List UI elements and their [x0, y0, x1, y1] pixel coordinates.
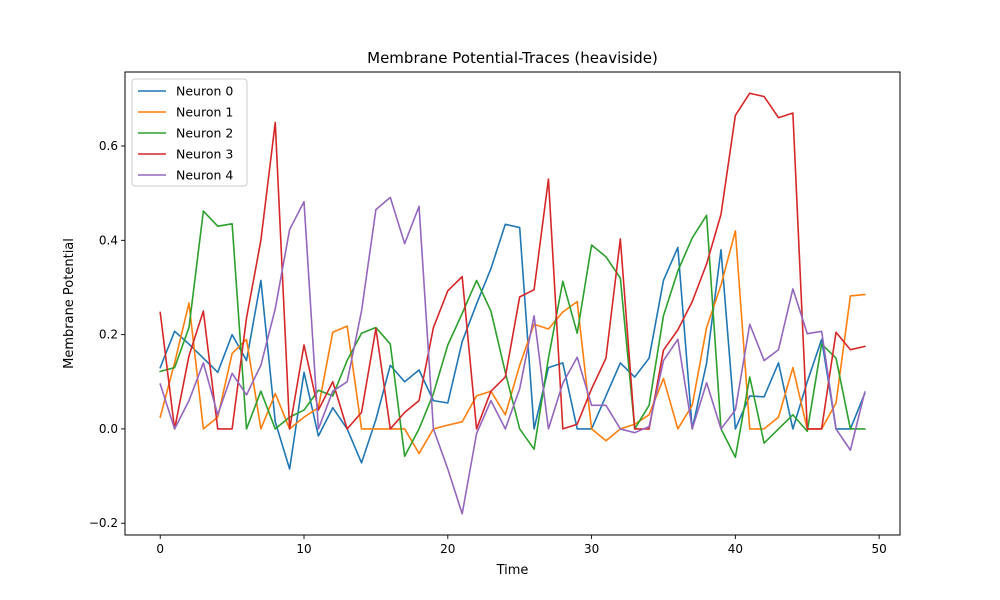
x-axis-label: Time — [496, 563, 529, 578]
x-tick-label: 20 — [440, 542, 455, 556]
y-axis-label: Membrane Potential — [62, 238, 77, 369]
x-tick-label: 50 — [872, 542, 887, 556]
x-tick-label: 10 — [296, 542, 311, 556]
y-tick-label: 0.4 — [99, 233, 118, 247]
y-tick-label: −0.2 — [89, 516, 118, 530]
x-tick-label: 40 — [728, 542, 743, 556]
legend: Neuron 0 Neuron 1 Neuron 2 Neuron 3 Neuron 4 — [131, 78, 248, 187]
legend-label-neuron-0: Neuron 0 — [176, 84, 233, 99]
series-line-neuron-1 — [159, 230, 866, 455]
series-line-neuron-3 — [159, 92, 866, 430]
series-line-neuron-4 — [159, 196, 866, 515]
legend-label-neuron-1: Neuron 1 — [176, 105, 233, 120]
x-tick-label: 0 — [156, 542, 164, 556]
y-axis: −0.2 0.0 0.2 0.4 0.6 — [89, 139, 125, 530]
y-tick-label: 0.0 — [99, 422, 118, 436]
series-line-neuron-2 — [159, 210, 866, 459]
plot-frame — [124, 71, 901, 536]
x-tick-label: 30 — [584, 542, 599, 556]
legend-label-neuron-4: Neuron 4 — [176, 168, 233, 183]
legend-label-neuron-3: Neuron 3 — [176, 147, 233, 162]
legend-label-neuron-2: Neuron 2 — [176, 126, 233, 141]
y-tick-label: 0.2 — [99, 328, 118, 342]
series-layer — [159, 92, 866, 515]
y-tick-label: 0.6 — [99, 139, 118, 153]
x-axis: 0 10 20 30 40 50 — [156, 535, 887, 556]
legend-frame — [131, 78, 248, 187]
chart-title: Membrane Potential-Traces (heaviside) — [367, 49, 658, 67]
